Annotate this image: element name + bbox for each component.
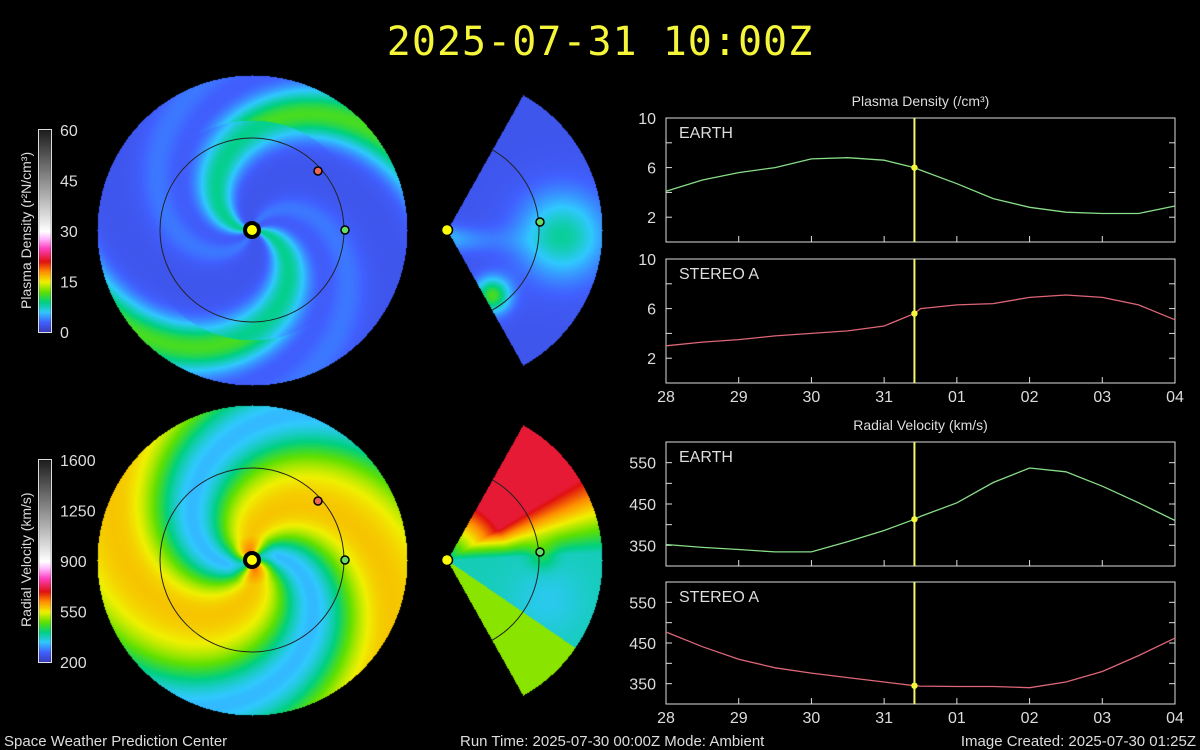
velocity-colorbar-tick: 550	[60, 605, 87, 622]
density-meridional-earth-marker	[535, 217, 545, 227]
density-stereo-a-y-tick-label: 10	[638, 252, 656, 269]
velocity-earth-y-tick-label: 350	[629, 538, 656, 555]
density-earth-panel-label: EARTH	[679, 125, 733, 142]
density-x-tick-label: 28	[657, 389, 675, 406]
velocity-x-tick-label: 30	[803, 710, 821, 727]
density-chart-title: Plasma Density (/cm³)	[852, 93, 990, 109]
velocity-earth-marker	[340, 555, 350, 565]
velocity-colorbar-tick: 900	[60, 554, 87, 571]
velocity-x-tick-label: 03	[1093, 710, 1111, 727]
density-colorbar-tick: 15	[60, 275, 78, 292]
density-colorbar-frame	[38, 129, 52, 333]
density-colorbar-tick: 0	[60, 325, 69, 342]
density-earth-marker	[340, 225, 350, 235]
velocity-earth-y-tick-label: 450	[629, 497, 656, 514]
velocity-meridional-sun-icon	[440, 553, 454, 567]
density-stereo-a-y-tick-label: 6	[647, 302, 656, 319]
density-stereo-a-marker	[313, 166, 323, 176]
velocity-meridional-orbit-arc	[491, 479, 540, 641]
density-colorbar-tick: 30	[60, 224, 78, 241]
velocity-x-tick-label: 04	[1166, 710, 1184, 727]
velocity-stereo-a-y-tick-label: 450	[629, 636, 656, 653]
velocity-stereo-a-marker	[313, 496, 323, 506]
footer-center: Space Weather Prediction Center	[4, 733, 228, 750]
density-colorbar-tick: 60	[60, 123, 78, 140]
velocity-earth-current-value-marker	[911, 516, 918, 523]
velocity-stereo-a-panel-label: STEREO A	[679, 589, 759, 606]
density-x-tick-label: 04	[1166, 389, 1184, 406]
density-x-tick-label: 03	[1093, 389, 1111, 406]
velocity-x-tick-label: 02	[1021, 710, 1039, 727]
density-x-tick-label: 01	[948, 389, 966, 406]
density-earth-y-tick-label: 6	[647, 161, 656, 178]
velocity-x-tick-label: 01	[948, 710, 966, 727]
timestamp-title: 2025-07-31 10:00Z	[386, 19, 814, 65]
velocity-stereo-a-current-value-marker	[911, 682, 918, 689]
velocity-earth-series-line	[665, 467, 1176, 553]
density-colorbar-tick: 45	[60, 174, 78, 191]
density-earth-series-line	[665, 157, 1176, 215]
density-meridional-sun-icon	[440, 223, 454, 237]
velocity-stereo-a-y-tick-label: 350	[629, 677, 656, 694]
density-stereo-a-y-tick-label: 2	[647, 351, 656, 368]
velocity-x-tick-label: 31	[875, 710, 893, 727]
velocity-colorbar-label: Radial Velocity (km/s)	[18, 492, 34, 628]
density-x-tick-label: 31	[875, 389, 893, 406]
footer-run-time: Run Time: 2025-07-30 00:00Z Mode: Ambien…	[460, 733, 765, 750]
density-meridional-orbit-arc	[491, 149, 540, 311]
velocity-stereo-a-y-tick-label: 550	[629, 595, 656, 612]
density-x-tick-label: 02	[1021, 389, 1039, 406]
velocity-meridional-earth-marker	[535, 547, 545, 557]
velocity-colorbar-frame	[38, 459, 52, 663]
density-earth-y-tick-label: 2	[647, 210, 656, 227]
density-earth-y-tick-label: 10	[638, 111, 656, 128]
velocity-x-tick-label: 28	[657, 710, 675, 727]
density-x-tick-label: 30	[803, 389, 821, 406]
density-stereo-a-series-line	[665, 294, 1176, 347]
velocity-colorbar-tick: 1250	[60, 504, 96, 521]
velocity-chart-title: Radial Velocity (km/s)	[853, 417, 988, 433]
footer-image-created: Image Created: 2025-07-30 01:25Z	[960, 733, 1196, 750]
velocity-earth-y-tick-label: 550	[629, 456, 656, 473]
density-earth-plot-frame	[665, 117, 1176, 243]
density-stereo-a-current-value-marker	[911, 310, 918, 317]
density-stereo-a-plot-frame	[665, 258, 1176, 384]
velocity-sun-icon	[243, 551, 261, 569]
density-colorbar-label: Plasma Density (r²N/cm³)	[18, 151, 34, 309]
velocity-colorbar-tick: 1600	[60, 453, 96, 470]
velocity-x-tick-label: 29	[730, 710, 748, 727]
velocity-earth-panel-label: EARTH	[679, 449, 733, 466]
velocity-earth-plot-frame	[665, 441, 1176, 567]
velocity-colorbar-tick: 200	[60, 655, 87, 672]
density-x-tick-label: 29	[730, 389, 748, 406]
density-stereo-a-panel-label: STEREO A	[679, 266, 759, 283]
velocity-stereo-a-series-line	[665, 631, 1176, 689]
density-sun-icon	[243, 221, 261, 239]
density-earth-current-value-marker	[911, 164, 918, 171]
